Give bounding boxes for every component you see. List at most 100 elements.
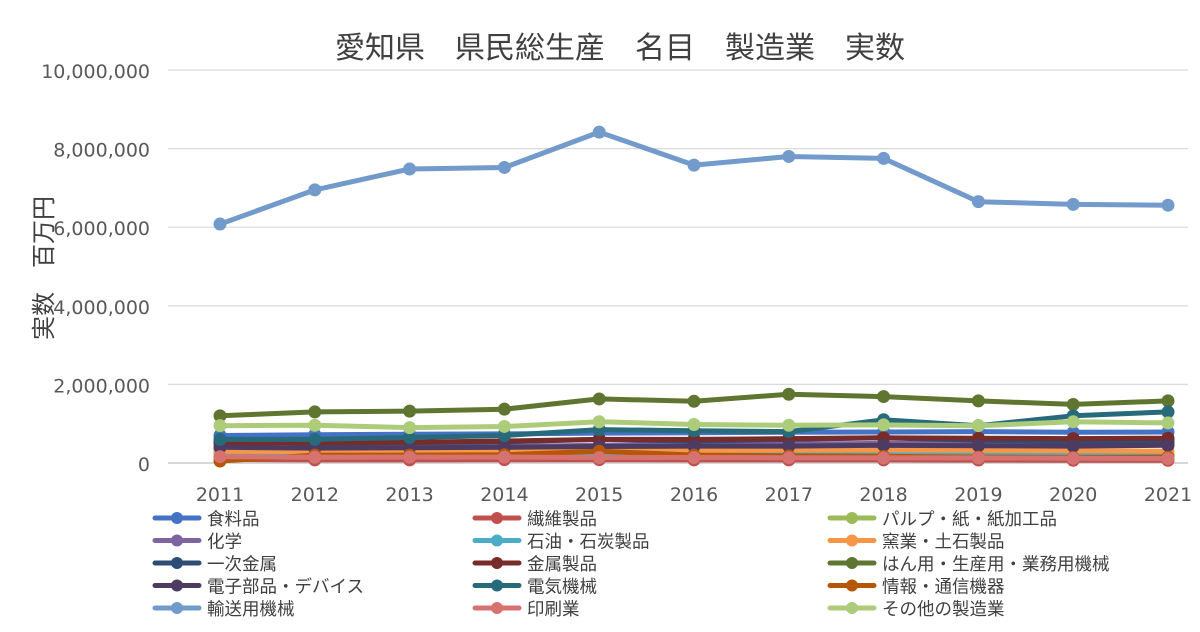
legend-item: はん用・生産用・業務用機械 <box>827 555 1110 575</box>
legend-label: はん用・生産用・業務用機械 <box>882 555 1110 575</box>
legend-label: 電子部品・デバイス <box>207 577 364 598</box>
legend-swatch-marker <box>846 602 858 614</box>
legend-swatch-marker <box>491 579 503 592</box>
data-point <box>687 417 701 431</box>
legend-swatch-marker <box>846 512 858 524</box>
data-point <box>877 438 891 452</box>
data-point <box>1161 451 1175 465</box>
y-axis-label: 実数 百万円 <box>30 196 58 340</box>
data-point <box>877 151 891 165</box>
data-point <box>1161 394 1175 408</box>
legend-swatch-marker <box>491 602 503 614</box>
data-point <box>592 392 606 406</box>
data-point <box>213 217 227 231</box>
legend-swatch-marker <box>171 557 183 569</box>
data-point <box>213 419 227 433</box>
data-point <box>971 451 985 465</box>
data-point <box>213 432 227 446</box>
legend-label: 石油・石炭製品 <box>527 533 650 553</box>
legend-swatch-marker <box>846 579 858 592</box>
legend-item: 石油・石炭製品 <box>472 533 650 553</box>
legend-swatch-marker <box>491 534 503 547</box>
legend-label: 金属製品 <box>527 555 597 575</box>
legend-label: 窯業・土石製品 <box>882 533 1005 553</box>
data-point <box>1161 405 1175 419</box>
x-tick-label: 2015 <box>575 484 623 506</box>
data-point <box>782 387 796 401</box>
x-tick-label: 2012 <box>291 484 339 506</box>
data-point <box>687 439 701 453</box>
y-axis-ticks: 0 2,000,000 4,000,000 6,000,000 8,000,000 10,… <box>41 61 150 476</box>
legend-label: 情報・通信機器 <box>882 578 1005 598</box>
data-point <box>403 421 417 435</box>
legend-label: 化学 <box>207 533 242 553</box>
chart-title: 愛知県 県民総生産 名目 製造業 実数 <box>335 31 905 66</box>
legend-label: 食料品 <box>207 510 260 530</box>
data-point <box>592 415 606 429</box>
data-point <box>497 160 511 174</box>
y-tick-label: 0 <box>138 454 150 476</box>
x-tick-label: 2021 <box>1144 484 1192 506</box>
data-point <box>497 428 511 442</box>
data-point <box>1066 451 1080 465</box>
data-point <box>1161 416 1175 430</box>
legend-item: 金属製品 <box>472 555 597 575</box>
y-tick-label: 10,000,000 <box>41 61 150 83</box>
data-point <box>1161 438 1175 452</box>
series-14 <box>213 450 1175 465</box>
data-point <box>308 432 322 446</box>
y-tick-label: 4,000,000 <box>53 297 150 319</box>
data-point <box>308 405 322 419</box>
legend-item: 情報・通信機器 <box>827 578 1005 598</box>
data-point <box>403 404 417 418</box>
x-axis-ticks: 2011 2012 2013 2014 2015 2016 2017 2018 2019 2020… <box>196 484 1192 506</box>
series-15 <box>213 415 1175 435</box>
data-point <box>213 450 227 464</box>
legend-label: 輸送用機械 <box>207 600 295 620</box>
data-point <box>308 183 322 197</box>
data-point <box>308 450 322 464</box>
legend-item: 繊維製品 <box>472 510 597 530</box>
series-lines <box>213 125 1175 468</box>
legend-swatch-marker <box>171 512 183 524</box>
legend-swatch-marker <box>171 602 183 614</box>
data-point <box>782 149 796 163</box>
x-tick-label: 2011 <box>196 484 244 506</box>
series-9 <box>213 387 1175 423</box>
legend-swatch-marker <box>846 557 858 569</box>
data-point <box>782 418 796 432</box>
data-point <box>403 430 417 444</box>
legend-label: パルプ・紙・紙加工品 <box>882 510 1057 530</box>
data-point <box>1161 198 1175 212</box>
y-tick-label: 2,000,000 <box>53 375 150 397</box>
data-point <box>687 394 701 408</box>
y-tick-label: 6,000,000 <box>53 218 150 240</box>
legend-label: 電気機械 <box>527 578 597 598</box>
legend-item: その他の製造業 <box>827 600 1005 620</box>
data-point <box>782 439 796 453</box>
data-point <box>877 418 891 432</box>
series-13 <box>213 125 1175 231</box>
data-point <box>497 419 511 433</box>
legend-item: 化学 <box>152 533 242 553</box>
data-point <box>497 402 511 416</box>
x-tick-label: 2013 <box>385 484 433 506</box>
legend-item: 一次金属 <box>152 555 277 575</box>
data-point <box>497 450 511 464</box>
data-point <box>877 451 891 465</box>
data-point <box>403 162 417 176</box>
legend-swatch-marker <box>171 534 183 547</box>
legend-label: その他の製造業 <box>882 600 1005 620</box>
legend-item: 電気機械 <box>472 578 597 598</box>
legend-item: 食料品 <box>152 510 260 530</box>
x-tick-label: 2018 <box>859 484 907 506</box>
legend-label: 繊維製品 <box>527 510 597 530</box>
data-point <box>971 439 985 453</box>
x-tick-label: 2019 <box>954 484 1002 506</box>
x-tick-label: 2020 <box>1049 484 1097 506</box>
data-point <box>213 409 227 423</box>
x-tick-label: 2014 <box>480 484 528 506</box>
